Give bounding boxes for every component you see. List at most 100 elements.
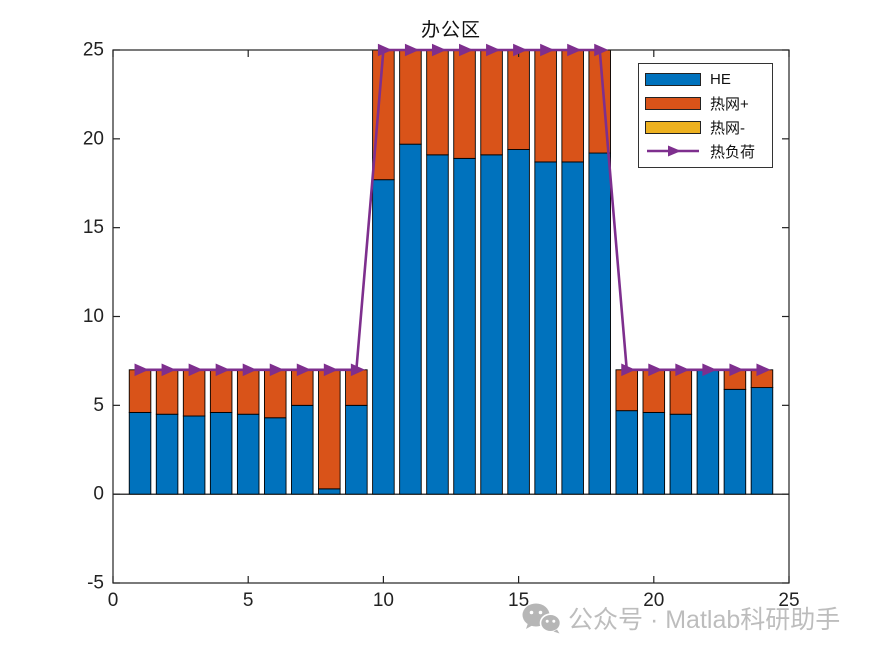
heat-load-marker-h3 <box>188 363 203 377</box>
bar-segment-HE-h1 <box>128 411 152 495</box>
x-tick-label: 15 <box>508 590 529 611</box>
bar-segment-热网+-h2 <box>155 369 179 415</box>
y-tick-label: -5 <box>87 573 104 594</box>
heat-load-marker-h2 <box>161 363 176 377</box>
heat-load-marker-h6 <box>269 363 284 377</box>
bar-segment-热网+-h11 <box>399 49 422 145</box>
heat-load-marker-h23 <box>729 363 744 377</box>
bar-segment-HE-h18 <box>588 152 611 495</box>
x-tick-label: 10 <box>373 590 394 611</box>
bar-segment-HE-h22 <box>696 369 720 495</box>
bar-segment-热网+-h16 <box>534 49 557 163</box>
bar-segment-HE-h14 <box>480 154 503 495</box>
heat-load-marker-h21 <box>675 363 690 377</box>
bar-segment-热网+-h13 <box>453 49 476 159</box>
heat-load-marker-h4 <box>215 363 230 377</box>
bar-segment-热网+-h12 <box>426 49 449 156</box>
bar-segment-热网+-h1 <box>128 369 152 413</box>
heat-load-marker-h16 <box>540 43 555 57</box>
x-tick-label: 0 <box>108 590 119 611</box>
bar-segment-HE-h2 <box>155 413 179 495</box>
bar-segment-热网+-h10 <box>372 49 395 181</box>
legend-item-heat-net-minus: 热网- <box>645 116 766 138</box>
y-tick-label: 15 <box>83 217 104 238</box>
heat-load-marker-h10 <box>377 43 393 57</box>
heat-load-marker-h19 <box>621 363 636 377</box>
x-tick-label: 25 <box>778 590 799 611</box>
bar-segment-HE-h4 <box>209 411 233 495</box>
bar-segment-HE-h7 <box>291 404 314 495</box>
heat-load-marker-h13 <box>459 43 474 57</box>
legend-item-heat-net-plus: 热网+ <box>645 93 766 115</box>
y-tick-label: 5 <box>93 395 104 416</box>
chart-title: 办公区 <box>420 20 481 41</box>
heat-net-minus-color-swatch <box>645 120 701 134</box>
bar-segment-热网+-h14 <box>480 49 503 156</box>
bar-segment-HE-h6 <box>263 417 287 495</box>
legend-label-heat-net-minus: 热网- <box>710 119 745 137</box>
wechat-icon <box>522 603 561 634</box>
heat-load-marker-h1 <box>134 363 149 377</box>
legend: HE 热网+ 热网- 热负荷 <box>638 63 773 168</box>
bar-segment-HE-h9 <box>345 404 368 495</box>
bar-segment-HE-h11 <box>399 143 422 495</box>
heat-load-line-sample <box>647 145 699 157</box>
bar-segment-热网+-h8 <box>318 369 341 490</box>
heat-load-marker-h14 <box>486 43 501 57</box>
bar-segment-HE-h21 <box>669 413 693 495</box>
heat-load-marker-h18 <box>594 43 609 57</box>
legend-item-he: HE <box>645 69 766 91</box>
bar-segment-热网+-h7 <box>291 369 314 406</box>
bar-segment-HE-h23 <box>723 388 747 495</box>
y-tick-label: 20 <box>83 128 104 149</box>
bar-segment-热网+-h19 <box>615 369 639 412</box>
heat-net-plus-color-swatch <box>645 97 701 111</box>
bar-segment-HE-h12 <box>426 154 449 495</box>
heat-load-marker-h17 <box>567 43 582 57</box>
heat-load-marker-h8 <box>323 363 339 377</box>
heat-load-marker-h24 <box>756 363 771 377</box>
watermark: 公众号 · Matlab科研助手 <box>521 600 840 636</box>
bar-segment-HE-h8 <box>318 488 341 495</box>
bar-segment-HE-h3 <box>182 415 206 495</box>
x-tick-label: 20 <box>643 590 664 611</box>
bar-segment-HE-h19 <box>615 410 639 495</box>
bar-segment-热网+-h3 <box>182 369 206 417</box>
bar-segment-HE-h24 <box>750 387 774 495</box>
legend-label-heat-load: 热负荷 <box>710 143 756 161</box>
legend-item-heat-load: 热负荷 <box>645 140 766 162</box>
y-tick-label: 25 <box>83 40 104 61</box>
bar-segment-HE-h5 <box>236 413 260 495</box>
bar-segment-热网+-h20 <box>642 369 666 413</box>
bar-segment-HE-h20 <box>642 411 666 495</box>
heat-load-marker-h5 <box>242 363 257 377</box>
bar-segment-热网+-h6 <box>263 369 287 419</box>
x-tick-label: 5 <box>243 590 254 611</box>
legend-label-heat-net-plus: 热网+ <box>710 96 749 114</box>
watermark-text: 公众号 · Matlab科研助手 <box>568 606 841 634</box>
bar-segment-HE-h15 <box>507 149 530 495</box>
heat-load-marker-h12 <box>431 43 447 57</box>
heat-load-marker-h11 <box>404 43 420 57</box>
heat-load-marker-h22 <box>702 363 717 377</box>
bar-segment-HE-h13 <box>453 157 476 495</box>
y-tick-label: 0 <box>93 484 104 505</box>
heat-load-marker-h20 <box>648 363 663 377</box>
heat-load-marker-h7 <box>296 363 312 377</box>
heat-load-marker-h9 <box>350 363 366 377</box>
bar-segment-热网+-h4 <box>209 369 233 413</box>
bar-segment-热网+-h17 <box>561 49 584 163</box>
bar-segment-HE-h10 <box>372 179 395 495</box>
bar-segment-HE-h17 <box>561 161 584 495</box>
bar-segment-热网+-h15 <box>507 49 530 150</box>
y-tick-label: 10 <box>83 306 104 327</box>
bar-segment-热网+-h9 <box>345 369 368 406</box>
bar-segment-HE-h16 <box>534 161 557 495</box>
legend-label-he: HE <box>710 71 731 89</box>
bar-segment-热网+-h5 <box>236 369 260 415</box>
heat-load-marker-h15 <box>513 43 528 57</box>
bar-segment-热网+-h21 <box>669 369 693 415</box>
he-color-swatch <box>645 73 701 87</box>
